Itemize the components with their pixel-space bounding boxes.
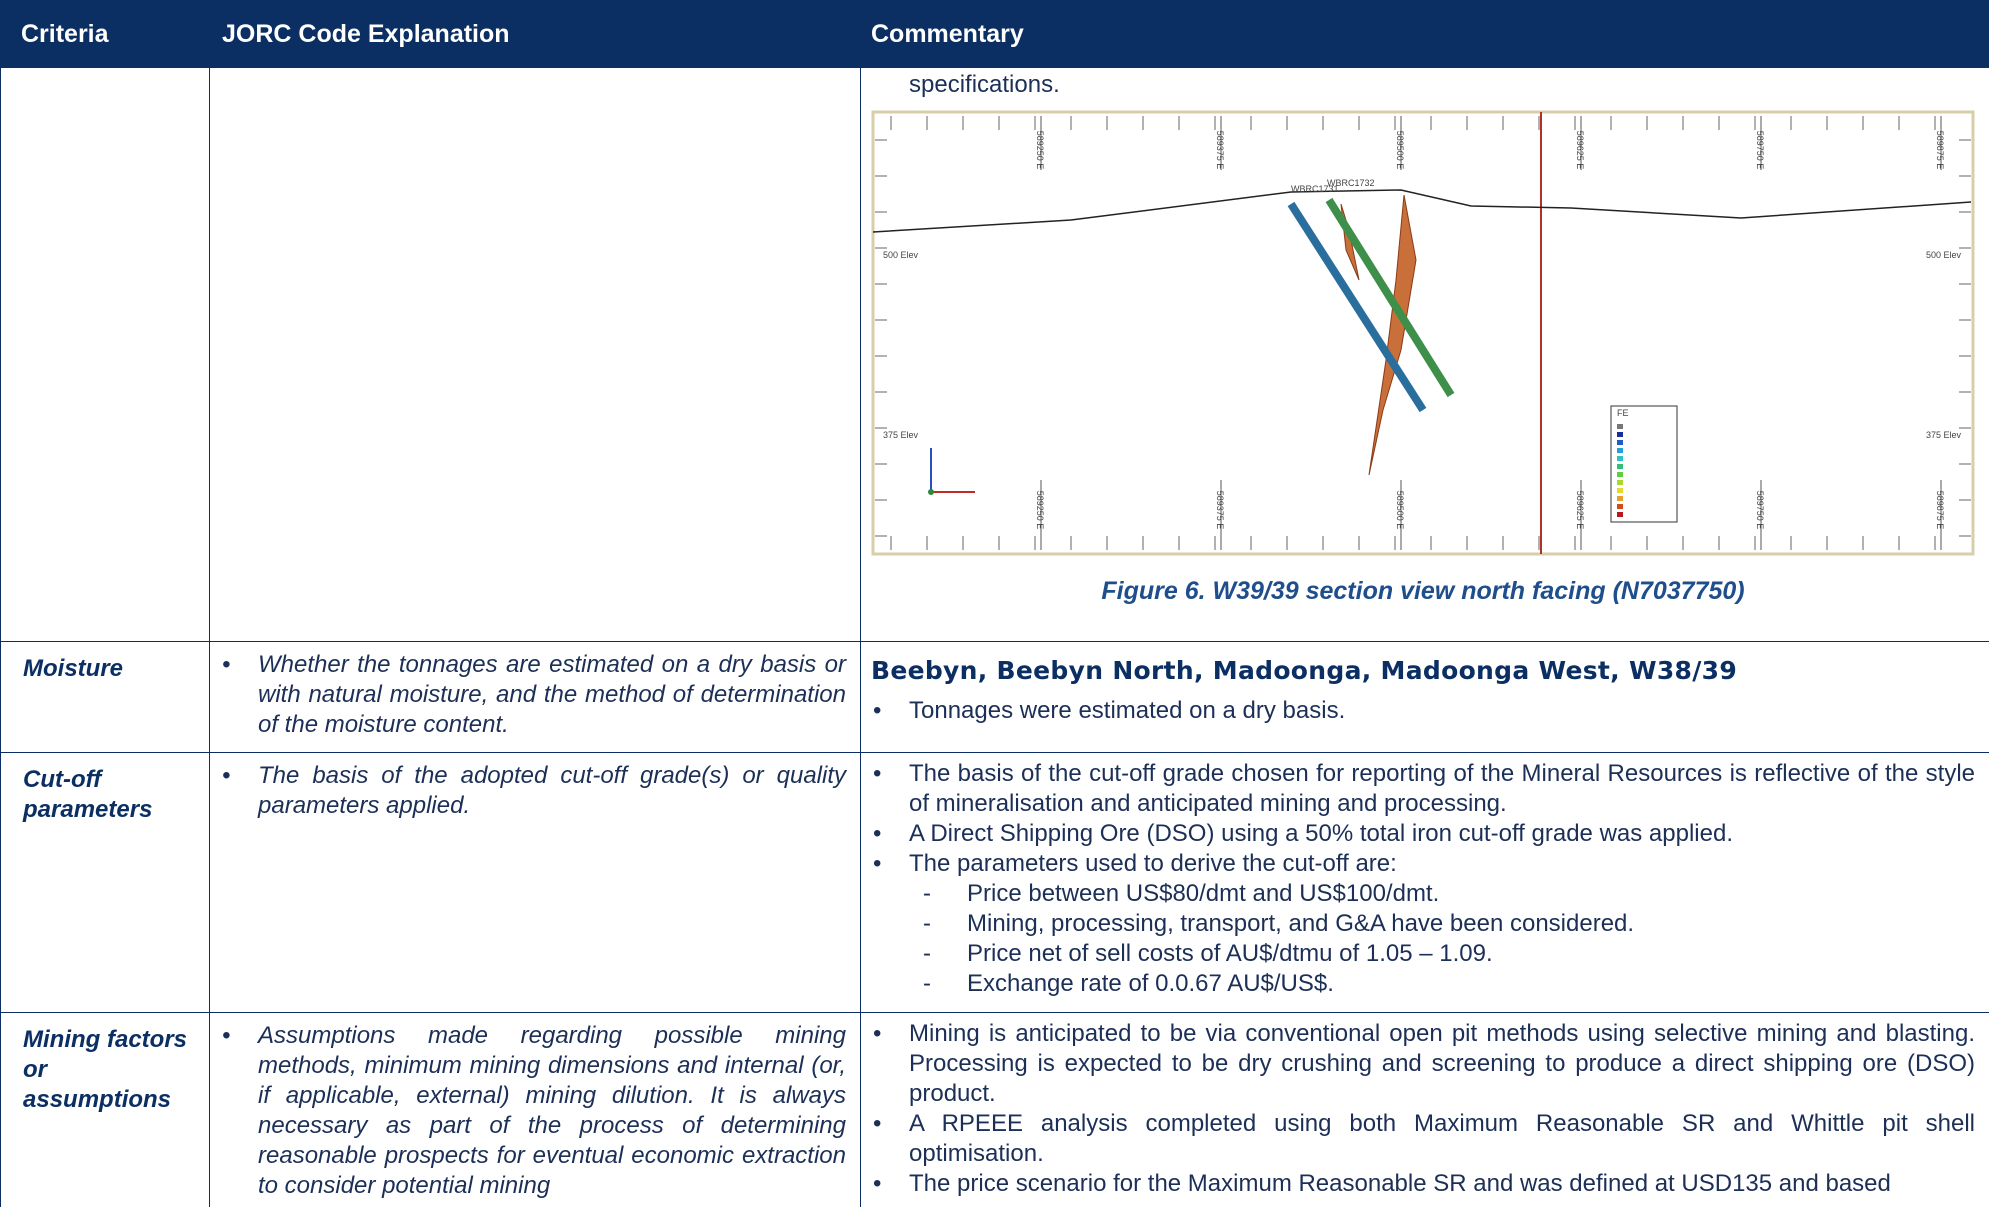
easting-label: 589500 E: [1395, 131, 1405, 170]
explanation-cell: The basis of the adopted cut-off grade(s…: [209, 752, 861, 1013]
sub-item: Price net of sell costs of AU$/dtmu of 1…: [871, 939, 1975, 969]
elevation-label: 500 Elev: [1926, 250, 1962, 260]
section-figure: 589250 E 589250 E 589375 E 589375 E 589500 E…: [871, 110, 1975, 556]
criteria-cell: [0, 67, 210, 642]
elevation-label: 500 Elev: [883, 250, 919, 260]
legend-swatch: [1617, 488, 1623, 493]
axis-origin: [928, 489, 934, 495]
criteria-cell: Mining factors or assumptions: [0, 1012, 210, 1207]
commentary-text: A Direct Shipping Ore (DSO) using a 50% …: [909, 820, 1733, 847]
commentary-text: Tonnages were estimated on a dry basis.: [909, 697, 1346, 724]
commentary-text: The basis of the cut-off grade chosen fo…: [909, 760, 1975, 817]
table-row: Cut-off parameters The basis of the adopt…: [0, 752, 1989, 1013]
header-cell: JORC Code Explanation: [209, 0, 861, 68]
legend-swatch: [1617, 512, 1623, 517]
header-cell: Commentary: [860, 0, 1989, 68]
easting-label: 589625 E: [1575, 131, 1585, 170]
table-row: Moisture Whether the tonnages are estimat…: [0, 641, 1989, 753]
explanation-item: The basis of the adopted cut-off grade(s…: [220, 761, 846, 821]
commentary-item: The basis of the cut-off grade chosen fo…: [871, 759, 1975, 819]
drillhole: [1325, 197, 1455, 398]
sub-item: Exchange rate of 0.0.67 AU$/US$.: [871, 969, 1975, 999]
sub-item: Mining, processing, transport, and G&A h…: [871, 909, 1975, 939]
drillhole: [1287, 201, 1427, 413]
commentary-item: The price scenario for the Maximum Reaso…: [871, 1169, 1975, 1199]
legend-title: FE: [1617, 408, 1629, 418]
commentary-item: A RPEEE analysis completed using both Ma…: [871, 1109, 1975, 1169]
figure-caption: Figure 6. W39/39 section view north faci…: [1101, 577, 1745, 605]
commentary-text: A RPEEE analysis completed using both Ma…: [909, 1110, 1975, 1167]
easting-label: 589375 E: [1215, 131, 1225, 170]
commentary-heading: Beebyn, Beebyn North, Madoonga, Madoonga…: [871, 656, 1738, 685]
commentary-list: Tonnages were estimated on a dry basis.: [871, 696, 1975, 726]
hole-label: WBRC1732: [1327, 178, 1375, 188]
legend-swatch: [1617, 424, 1623, 429]
commentary-list: Mining is anticipated to be via conventi…: [871, 1019, 1975, 1199]
figure-frame: [871, 110, 1975, 556]
commentary-text: The price scenario for the Maximum Reaso…: [909, 1170, 1891, 1197]
easting-label: 589875 E: [1935, 131, 1945, 170]
legend-swatch: [1617, 440, 1623, 445]
orebody: [1368, 194, 1417, 476]
explanation-item: Assumptions made regarding possible mini…: [220, 1021, 846, 1201]
commentary-text: Mining is anticipated to be via conventi…: [909, 1020, 1975, 1107]
table-row: Mining factors or assumptions Assumptions…: [0, 1012, 1989, 1207]
legend-swatch: [1617, 448, 1623, 453]
easting-label: 589750 E: [1755, 491, 1765, 530]
hole-label: WBRC1731: [1291, 184, 1339, 194]
explanation-list: Assumptions made regarding possible mini…: [220, 1021, 846, 1201]
commentary-item: Tonnages were estimated on a dry basis.: [871, 696, 1975, 726]
commentary-list: The basis of the cut-off grade chosen fo…: [871, 759, 1975, 999]
criteria-cell: Cut-off parameters: [0, 752, 210, 1013]
criteria-text: Cut-off parameters: [23, 766, 153, 823]
explanation-cell: Assumptions made regarding possible mini…: [209, 1012, 861, 1207]
elevation-label: 375 Elev: [883, 430, 919, 440]
legend-swatch: [1617, 496, 1623, 501]
commentary-item: A Direct Shipping Ore (DSO) using a 50% …: [871, 819, 1975, 849]
commentary-cell: The basis of the cut-off grade chosen fo…: [860, 752, 1989, 1013]
header-row: Criteria JORC Code Explanation Commentar…: [0, 0, 1989, 68]
commentary-cell: Beebyn, Beebyn North, Madoonga, Madoonga…: [860, 641, 1989, 753]
explanation-cell: [209, 67, 861, 642]
legend-swatch: [1617, 464, 1623, 469]
criteria-text: Mining factors or assumptions: [23, 1026, 188, 1113]
legend-swatch: [1617, 480, 1623, 485]
legend-swatch: [1617, 456, 1623, 461]
explanation-item: Whether the tonnages are estimated on a …: [220, 650, 846, 740]
criteria-text: Moisture: [23, 655, 124, 682]
commentary-item: The parameters used to derive the cut-of…: [871, 849, 1975, 999]
easting-label: 589500 E: [1395, 491, 1405, 530]
explanation-cell: Whether the tonnages are estimated on a …: [209, 641, 861, 753]
topography: [872, 189, 1972, 233]
easting-label: 589875 E: [1935, 491, 1945, 530]
legend-swatch: [1617, 504, 1623, 509]
explanation-list: The basis of the adopted cut-off grade(s…: [220, 761, 846, 821]
criteria-cell: Moisture: [0, 641, 210, 753]
easting-label: 589250 E: [1035, 491, 1045, 530]
elevation-label: 375 Elev: [1926, 430, 1962, 440]
sub-list: Price between US$80/dmt and US$100/dmt.M…: [871, 879, 1975, 999]
easting-label: 589625 E: [1575, 491, 1585, 530]
explanation-list: Whether the tonnages are estimated on a …: [220, 650, 846, 740]
sub-item: Price between US$80/dmt and US$100/dmt.: [871, 879, 1975, 909]
commentary-text: specifications.: [909, 71, 1060, 98]
commentary-cell: Mining is anticipated to be via conventi…: [860, 1012, 1989, 1207]
header-cell: Criteria: [0, 0, 210, 68]
easting-label: 589250 E: [1035, 131, 1045, 170]
easting-label: 589375 E: [1215, 491, 1225, 530]
legend-swatch: [1617, 472, 1623, 477]
legend-swatch: [1617, 432, 1623, 437]
commentary-text: The parameters used to derive the cut-of…: [909, 850, 1397, 877]
easting-label: 589750 E: [1755, 131, 1765, 170]
commentary-item: Mining is anticipated to be via conventi…: [871, 1019, 1975, 1109]
